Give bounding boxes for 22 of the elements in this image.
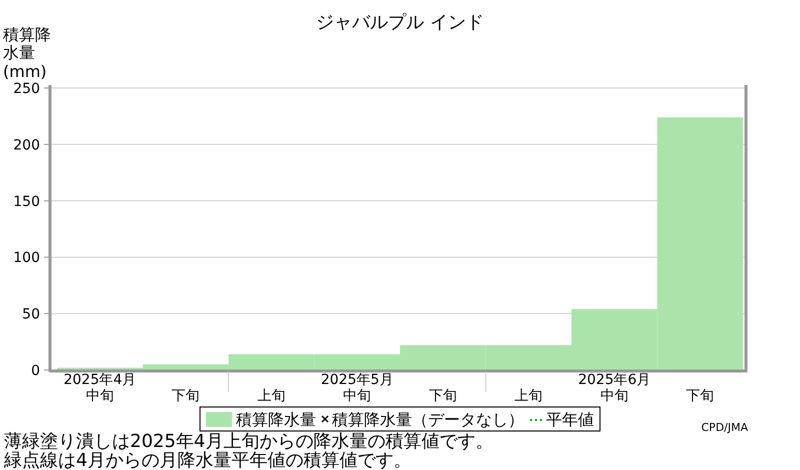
xtick: 2025年6月中旬 (577, 372, 652, 404)
legend-item: 平年値 (546, 410, 594, 429)
ytick: 50 (22, 306, 40, 323)
ylabel: 積算降水量(mm) (3, 26, 52, 82)
xtick: 2025年5月中旬 (320, 372, 394, 404)
ytick: 100 (13, 250, 40, 266)
annotation: 緑点線は4月からの月降水量平年値の積算値です。 (4, 450, 412, 470)
xtick: 2025年4月中旬 (62, 372, 138, 404)
legend-item: 積算降水量 (236, 410, 316, 429)
ytick: 0 (31, 363, 40, 379)
xtick: 下旬 (685, 387, 716, 404)
annotation: 薄緑塗り潰しは2025年4月上旬からの降水量の積算値です。 (4, 431, 494, 452)
title: ジャバルプル インド (316, 12, 484, 33)
xtick: 上旬 (514, 387, 544, 404)
xtick: 下旬 (428, 387, 458, 404)
xtick: 下旬 (170, 387, 201, 404)
ytick: 200 (13, 137, 40, 154)
legend-item: 積算降水量（データなし） (332, 410, 524, 429)
ytick: 150 (13, 194, 40, 210)
ytick: 250 (13, 81, 40, 97)
xtick: 上旬 (256, 387, 286, 404)
annotation: CPD/JMA (701, 421, 748, 434)
